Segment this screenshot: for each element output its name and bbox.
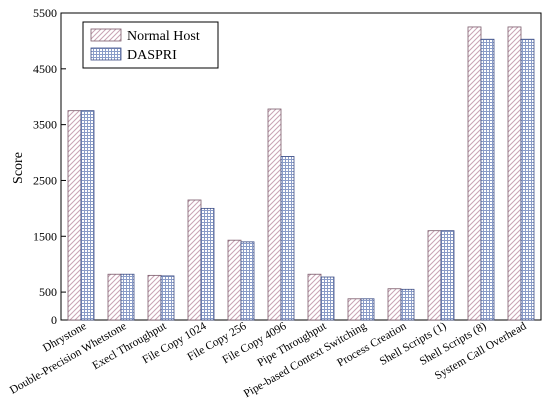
bar-daspri bbox=[200, 207, 215, 321]
y-tick-label: 4500 bbox=[33, 62, 57, 76]
bar-daspri bbox=[520, 38, 535, 321]
bar-daspri bbox=[160, 275, 175, 321]
bar-normal-host bbox=[67, 110, 82, 321]
bar-normal-host bbox=[307, 273, 322, 321]
bar-normal-host bbox=[227, 239, 242, 321]
bar-normal-host bbox=[387, 288, 402, 321]
bar-daspri bbox=[120, 273, 135, 321]
bar-daspri bbox=[360, 298, 375, 321]
bar-daspri bbox=[440, 230, 455, 321]
bar-daspri bbox=[240, 241, 255, 321]
bar-daspri bbox=[400, 288, 415, 321]
bar-daspri bbox=[480, 38, 495, 321]
y-tick-label: 5500 bbox=[33, 6, 57, 20]
legend-label: Normal Host bbox=[127, 29, 200, 44]
y-tick-label: 2500 bbox=[33, 173, 57, 187]
bar-normal-host bbox=[187, 199, 202, 321]
bar-daspri bbox=[280, 156, 295, 321]
plot-frame bbox=[60, 12, 542, 321]
y-tick-label: 1500 bbox=[33, 229, 57, 243]
legend-swatch bbox=[90, 47, 122, 61]
bar-daspri bbox=[320, 276, 335, 321]
bar-normal-host bbox=[107, 273, 122, 321]
legend-swatch bbox=[90, 28, 122, 42]
bar-normal-host bbox=[267, 108, 282, 321]
bar-normal-host bbox=[347, 298, 362, 321]
bar-normal-host bbox=[467, 26, 482, 321]
y-tick-label: 0 bbox=[51, 313, 57, 327]
bar-daspri bbox=[80, 110, 95, 321]
y-axis-label: Score bbox=[11, 152, 26, 184]
bar-normal-host bbox=[147, 274, 162, 321]
y-tick-label: 3500 bbox=[33, 118, 57, 132]
bar-normal-host bbox=[427, 230, 442, 321]
bar-normal-host bbox=[507, 26, 522, 321]
legend-label: DASPRI bbox=[127, 48, 177, 63]
legend: Normal Host DASPRI bbox=[82, 21, 219, 69]
x-tick-label: Process Creation bbox=[335, 320, 408, 369]
y-tick-label: 500 bbox=[39, 285, 57, 299]
